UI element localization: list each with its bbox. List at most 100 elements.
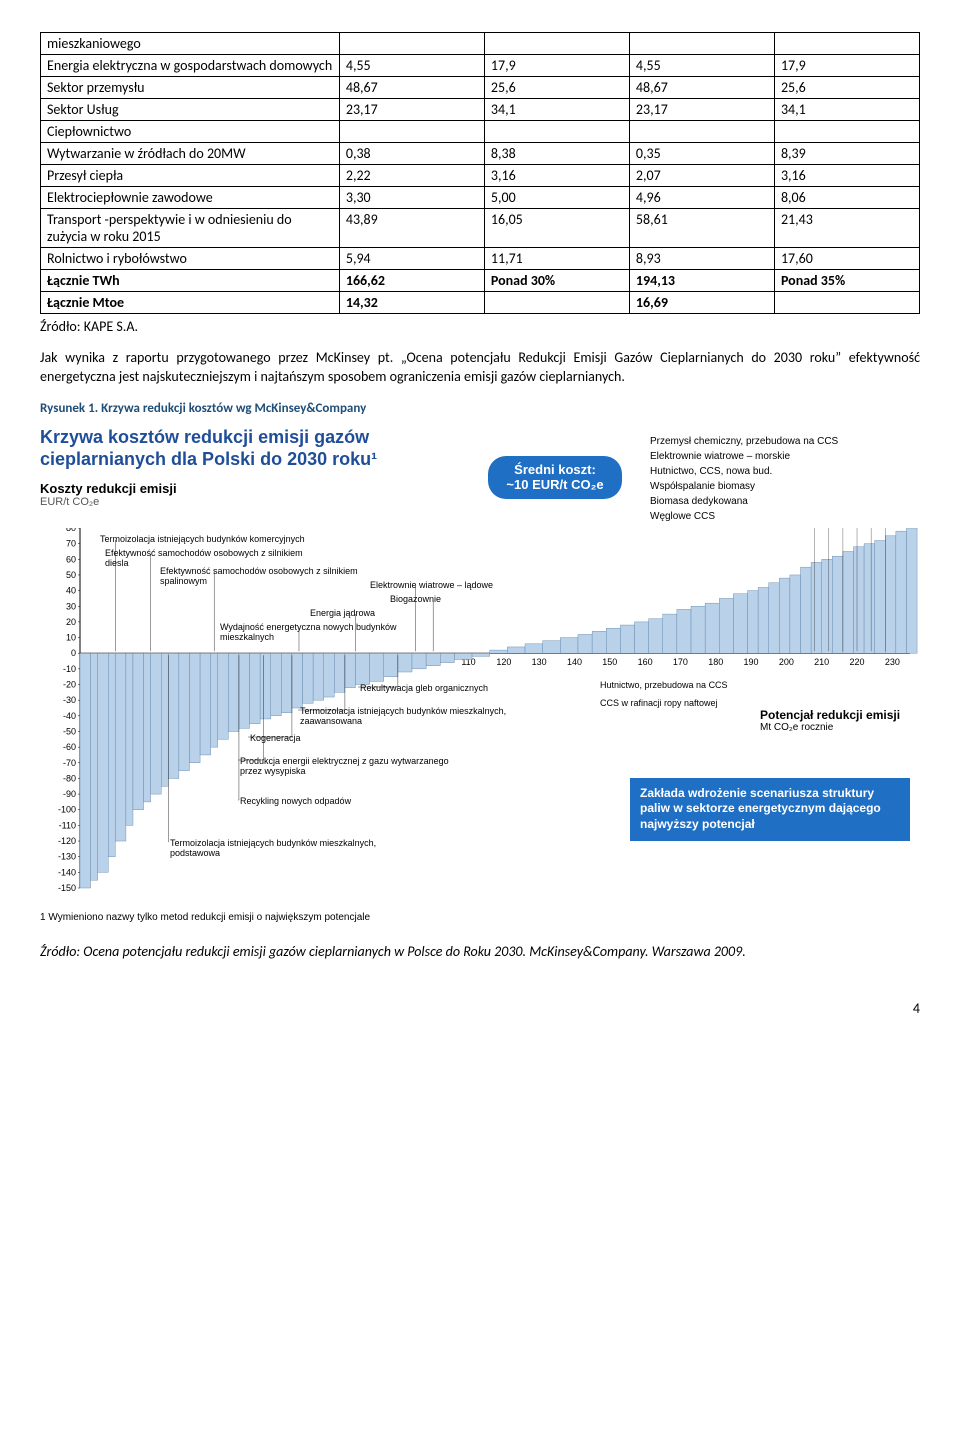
row-cell: [774, 121, 919, 143]
row-cell: 14,32: [339, 292, 484, 314]
row-cell: 0,35: [629, 143, 774, 165]
row-cell: 11,71: [484, 248, 629, 270]
callout-top: Efektywność samochodów osobowych z silni…: [160, 566, 380, 586]
svg-text:-80: -80: [63, 773, 76, 783]
table-row: Sektor przemysłu48,6725,648,6725,6: [41, 77, 920, 99]
row-cell: 2,07: [629, 165, 774, 187]
badge-line2: ~10 EUR/t CO₂e: [506, 477, 603, 492]
row-cell: 58,61: [629, 209, 774, 248]
right-label: Węglowe CCS: [650, 509, 920, 524]
callout-top: Energia jądrowa: [310, 608, 530, 618]
svg-text:200: 200: [779, 657, 794, 667]
callout-bottom: Termoizolacja istniejących budynków mies…: [170, 838, 390, 858]
row-cell: 8,38: [484, 143, 629, 165]
table-row: Ciepłownictwo: [41, 121, 920, 143]
row-label: Sektor przemysłu: [41, 77, 340, 99]
svg-text:230: 230: [885, 657, 900, 667]
row-cell: 23,17: [629, 99, 774, 121]
row-cell: 16,69: [629, 292, 774, 314]
svg-text:160: 160: [638, 657, 653, 667]
row-cell: 17,9: [774, 55, 919, 77]
callout-bottom: Recykling nowych odpadów: [240, 796, 460, 806]
bottom-source: Źródło: Ocena potencjału redukcji emisji…: [40, 943, 920, 960]
svg-text:-10: -10: [63, 664, 76, 674]
badge-line1: Średni koszt:: [514, 462, 596, 477]
svg-text:-20: -20: [63, 679, 76, 689]
table-row: Sektor Usług23,1734,123,1734,1: [41, 99, 920, 121]
chart-footnote: 1 Wymieniono nazwy tylko metod redukcji …: [40, 912, 920, 923]
callout-top: Elektrownie wiatrowe – lądowe: [370, 580, 590, 590]
row-cell: 194,13: [629, 270, 774, 292]
row-cell: 166,62: [339, 270, 484, 292]
svg-text:-140: -140: [58, 867, 76, 877]
svg-text:50: 50: [66, 570, 76, 580]
info-box: Zakłada wdrożenie scenariusza struktury …: [630, 778, 910, 841]
table-row: Łącznie TWh166,62Ponad 30%194,13Ponad 35…: [41, 270, 920, 292]
row-cell: [629, 121, 774, 143]
potential-block: Potencjał redukcji emisji Mt CO₂e roczni…: [760, 708, 900, 733]
table-row: Łącznie Mtoe14,3216,69: [41, 292, 920, 314]
row-cell: [484, 121, 629, 143]
row-cell: [484, 292, 629, 314]
callout-top: Biogazownie: [390, 594, 610, 604]
row-cell: [339, 121, 484, 143]
svg-text:-50: -50: [63, 726, 76, 736]
callout-bottom: Termoizolacja istniejących budynków mies…: [300, 706, 520, 726]
row-label: Sektor Usług: [41, 99, 340, 121]
row-label: Przesył ciepła: [41, 165, 340, 187]
callout-right-0: Hutnictwo, przebudowa na CCS: [600, 680, 750, 690]
callout-top: Wydajność energetyczna nowych budynków m…: [220, 622, 440, 642]
svg-text:140: 140: [567, 657, 582, 667]
row-cell: 3,16: [484, 165, 629, 187]
row-cell: 4,55: [629, 55, 774, 77]
svg-text:-40: -40: [63, 711, 76, 721]
row-cell: Ponad 35%: [774, 270, 919, 292]
data-table: mieszkaniowegoEnergia elektryczna w gosp…: [40, 32, 920, 314]
potential-label: Potencjał redukcji emisji: [760, 708, 900, 722]
svg-text:-70: -70: [63, 758, 76, 768]
callout-right-1: CCS w rafinacji ropy naftowej: [600, 698, 760, 708]
callout-bottom: Kogeneracja: [250, 733, 470, 743]
svg-text:220: 220: [850, 657, 865, 667]
row-cell: 8,39: [774, 143, 919, 165]
svg-text:-130: -130: [58, 851, 76, 861]
row-cell: [629, 33, 774, 55]
row-cell: [774, 292, 919, 314]
row-cell: 3,30: [339, 187, 484, 209]
chart-right-labels: Przemysł chemiczny, przebudowa na CCSEle…: [650, 426, 920, 524]
svg-text:-60: -60: [63, 742, 76, 752]
svg-text:-30: -30: [63, 695, 76, 705]
row-label: Energia elektryczna w gospodarstwach dom…: [41, 55, 340, 77]
figure-caption: Rysunek 1. Krzywa redukcji kosztów wg Mc…: [40, 401, 920, 416]
table-row: Energia elektryczna w gospodarstwach dom…: [41, 55, 920, 77]
right-label: Przemysł chemiczny, przebudowa na CCS: [650, 434, 920, 449]
mckinsey-chart: Krzywa kosztów redukcji emisji gazów cie…: [40, 426, 920, 923]
svg-text:30: 30: [66, 601, 76, 611]
chart-plot-area: 80706050403020100-10-20-30-40-50-60-70-8…: [40, 528, 920, 908]
svg-text:130: 130: [532, 657, 547, 667]
svg-text:-150: -150: [58, 883, 76, 893]
chart-y-unit: EUR/t CO₂e: [40, 496, 460, 508]
row-cell: 23,17: [339, 99, 484, 121]
chart-title: Krzywa kosztów redukcji emisji gazów cie…: [40, 426, 460, 471]
svg-text:-120: -120: [58, 836, 76, 846]
row-cell: 2,22: [339, 165, 484, 187]
row-label: mieszkaniowego: [41, 33, 340, 55]
row-cell: 43,89: [339, 209, 484, 248]
row-label: Ciepłownictwo: [41, 121, 340, 143]
row-label: Transport -perspektywie i w odniesieniu …: [41, 209, 340, 248]
svg-text:190: 190: [744, 657, 759, 667]
potential-unit: Mt CO₂e rocznie: [760, 722, 900, 733]
row-cell: 21,43: [774, 209, 919, 248]
row-cell: 17,60: [774, 248, 919, 270]
svg-text:-100: -100: [58, 805, 76, 815]
svg-text:60: 60: [66, 554, 76, 564]
row-cell: Ponad 30%: [484, 270, 629, 292]
row-cell: 48,67: [339, 77, 484, 99]
row-label: Elektrociepłownie zawodowe: [41, 187, 340, 209]
body-paragraph: Jak wynika z raportu przygotowanego prze…: [40, 349, 920, 387]
svg-text:170: 170: [673, 657, 688, 667]
callout-top: Efektywność samochodów osobowych z silni…: [105, 548, 325, 568]
table-row: Rolnictwo i rybołówstwo5,9411,718,9317,6…: [41, 248, 920, 270]
svg-text:-110: -110: [59, 820, 76, 830]
